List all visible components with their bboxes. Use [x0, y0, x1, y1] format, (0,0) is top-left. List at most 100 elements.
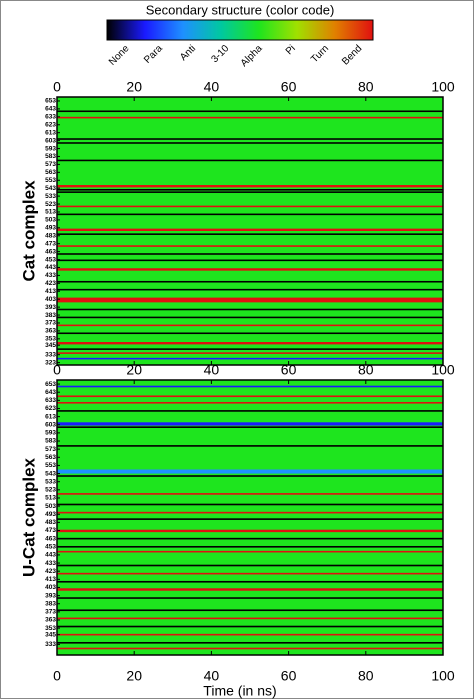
y-tick-label: 623 — [45, 405, 56, 412]
structure-band — [57, 308, 443, 311]
structure-band — [57, 245, 443, 247]
x-tick-label: 0 — [53, 668, 61, 684]
structure-band — [57, 110, 443, 113]
x-tick-label: 20 — [126, 668, 142, 684]
x-tick-label: 20 — [126, 362, 142, 378]
structure-band — [57, 426, 443, 429]
y-tick-label: 653 — [45, 381, 56, 388]
y-tick-label: 333 — [45, 641, 56, 648]
structure-band — [57, 410, 443, 412]
structure-band — [57, 633, 443, 636]
structure-band — [57, 332, 443, 335]
structure-band — [57, 342, 443, 345]
y-tick-label: 443 — [45, 552, 56, 559]
structure-band — [57, 647, 443, 650]
structure-band — [57, 518, 443, 520]
structure-band — [57, 259, 443, 262]
structure-band — [57, 609, 443, 612]
y-tick-label: 503 — [45, 503, 56, 510]
structure-band — [57, 380, 443, 655]
structure-band — [57, 280, 443, 283]
x-tick-label: 20 — [126, 79, 142, 95]
y-tick-label: 473 — [45, 527, 56, 534]
y-tick-label: 383 — [45, 312, 56, 319]
y-tick-label: 493 — [45, 511, 56, 518]
structure-band — [57, 572, 443, 575]
y-tick-label: 653 — [45, 98, 56, 105]
plot-border — [56, 379, 444, 656]
y-tick-label: 583 — [45, 153, 56, 160]
structure-band — [57, 445, 443, 447]
y-tick-label: 323 — [45, 359, 56, 366]
x-tick-label: 80 — [358, 79, 374, 95]
structure-band — [57, 324, 443, 327]
y-tick-label: 543 — [45, 185, 56, 192]
y-tick-label: 413 — [45, 576, 56, 583]
colorbar-label: Para — [142, 43, 165, 66]
y-tick-label: 433 — [45, 272, 56, 279]
x-tick-label: 100 — [431, 79, 455, 95]
structure-band — [57, 316, 443, 319]
structure-band — [57, 493, 443, 495]
y-tick-label: 523 — [45, 201, 56, 208]
structure-band — [57, 228, 443, 231]
colorbar — [106, 19, 374, 41]
structure-band — [57, 191, 443, 193]
y-tick-label: 403 — [45, 584, 56, 591]
structure-band — [57, 385, 443, 388]
colorbar-label: Turn — [309, 43, 331, 65]
structure-band — [57, 550, 443, 553]
structure-band — [57, 395, 443, 398]
colorbar-title: Secondary structure (color code) — [146, 2, 335, 17]
structure-band — [57, 475, 443, 477]
y-tick-label: 413 — [45, 288, 56, 295]
y-tick-label: 403 — [45, 296, 56, 303]
colorbar-label: Anti — [178, 43, 198, 63]
y-tick-label: 373 — [45, 320, 56, 327]
y-tick-label: 345 — [45, 342, 56, 349]
y-tick-label: 613 — [45, 129, 56, 136]
y-tick-label: 473 — [45, 240, 56, 247]
y-tick-label: 393 — [45, 592, 56, 599]
y-tick-label: 423 — [45, 568, 56, 575]
y-tick-label: 563 — [45, 454, 56, 461]
x-tick-label: 60 — [281, 362, 297, 378]
structure-band — [57, 253, 443, 255]
x-tick-label: 80 — [358, 668, 374, 684]
y-tick-label: 643 — [45, 389, 56, 396]
y-tick-label: 573 — [45, 161, 56, 168]
structure-band — [57, 641, 443, 644]
y-tick-label: 513 — [45, 209, 56, 216]
x-tick-label: 60 — [281, 79, 297, 95]
y-tick-label: 533 — [45, 193, 56, 200]
colorbar-label: Pi — [284, 43, 298, 57]
y-tick-label: 423 — [45, 280, 56, 287]
y-tick-label: 533 — [45, 478, 56, 485]
y-tick-label: 633 — [45, 397, 56, 404]
y-tick-label: 543 — [45, 470, 56, 477]
x-tick-label: 40 — [204, 79, 220, 95]
structure-band — [57, 159, 443, 162]
structure-band — [57, 116, 443, 119]
y-tick-label: 483 — [45, 232, 56, 239]
y-tick-label: 643 — [45, 106, 56, 113]
x-tick-label: 100 — [431, 362, 455, 378]
x-tick-label: 60 — [281, 668, 297, 684]
x-tick-label: 0 — [53, 362, 61, 378]
y-tick-label: 353 — [45, 625, 56, 632]
y-tick-label: 463 — [45, 248, 56, 255]
structure-band — [57, 288, 443, 291]
structure-band — [57, 545, 443, 548]
y-tick-label: 603 — [45, 421, 56, 428]
structure-band — [57, 297, 443, 303]
structure-band — [57, 580, 443, 583]
colorbar-label: Bend — [340, 43, 364, 67]
colorbar-label: None — [107, 43, 132, 68]
structure-band — [57, 529, 443, 533]
x-tick-label: 80 — [358, 362, 374, 378]
y-tick-label: 433 — [45, 560, 56, 567]
y-tick-label: 493 — [45, 225, 56, 232]
structure-band — [57, 422, 443, 426]
structure-band — [57, 185, 443, 188]
